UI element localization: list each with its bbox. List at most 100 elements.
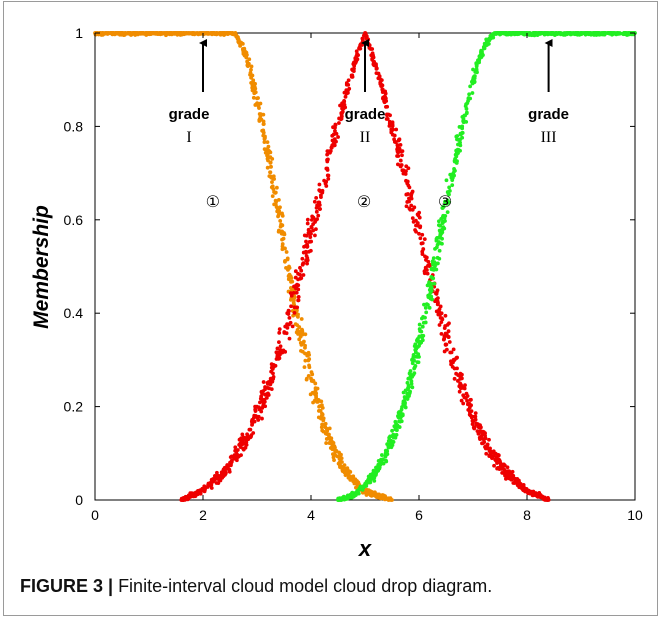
cloud-drop <box>505 469 510 474</box>
cloud-drop <box>435 288 440 293</box>
cloud-drop <box>278 219 283 223</box>
cloud-drop <box>602 31 607 35</box>
cloud-drop <box>387 444 392 449</box>
cloud-drop <box>298 265 302 270</box>
cloud-drop <box>232 31 237 36</box>
cloud-drop <box>212 474 217 478</box>
cloud-drop <box>411 353 416 357</box>
cloud-drop <box>301 273 306 277</box>
cloud-drop <box>244 440 249 445</box>
cloud-drop <box>360 36 365 41</box>
cloud-drop <box>363 32 368 37</box>
cloud-drop <box>626 32 631 37</box>
cloud-drop <box>123 31 128 36</box>
cloud-drop <box>232 456 236 461</box>
cloud-drop <box>151 31 156 35</box>
cloud-drop <box>437 323 442 327</box>
cloud-drop <box>101 31 106 36</box>
cloud-drop <box>258 400 262 405</box>
cloud-drop <box>319 195 323 200</box>
cloud-drop <box>447 185 452 190</box>
cloud-drop <box>265 140 270 145</box>
cloud-drop <box>195 31 200 35</box>
cloud-drop <box>346 82 351 87</box>
cloud-drop <box>419 340 424 345</box>
cloud-drop <box>308 392 313 397</box>
x-axis-label: x <box>358 536 372 561</box>
cloud-drop <box>406 386 410 390</box>
cloud-drop <box>367 489 372 493</box>
cloud-drop <box>375 469 380 473</box>
cloud-drop <box>467 92 472 97</box>
cloud-drop <box>369 493 374 498</box>
cloud-drop <box>317 404 321 409</box>
cloud-drop <box>251 95 256 100</box>
cloud-drop <box>459 398 464 403</box>
cloud-drop <box>427 305 432 310</box>
cloud-drop <box>405 380 410 385</box>
cloud-drop <box>623 32 627 36</box>
cloud-drop <box>311 379 316 384</box>
cloud-drop <box>266 158 270 163</box>
cloud-drop <box>338 454 343 458</box>
cloud-drop <box>397 419 402 424</box>
cloud-drop <box>238 445 243 450</box>
cloud-drop <box>399 419 404 424</box>
cloud-drop <box>272 202 277 207</box>
cloud-drop <box>611 31 616 35</box>
cloud-drop <box>495 31 500 35</box>
cloud-drop <box>321 418 326 423</box>
cloud-drop <box>281 236 286 241</box>
cloud-drop <box>435 296 440 300</box>
cloud-drop <box>305 258 310 263</box>
cloud-drop <box>332 453 337 457</box>
cloud-drop <box>278 344 283 349</box>
cloud-drop <box>292 311 297 315</box>
cloud-drop <box>342 467 346 472</box>
cloud-drop <box>195 492 200 496</box>
series-grade-III <box>336 31 637 502</box>
y-axis-label: Membership <box>30 205 53 329</box>
cloud-drop <box>333 125 337 130</box>
cloud-drop <box>173 31 178 36</box>
cloud-drop <box>374 71 379 76</box>
cloud-drop <box>299 349 303 353</box>
cloud-drop <box>439 320 444 325</box>
cloud-drop <box>223 470 228 475</box>
cloud-drop <box>167 31 172 35</box>
y-tick-label: 0.2 <box>64 399 84 415</box>
figure-caption: FIGURE 3 | Finite-interval cloud model c… <box>20 576 492 597</box>
cloud-drop <box>457 389 462 394</box>
cloud-drop <box>407 376 412 381</box>
cloud-drop <box>416 360 421 365</box>
cloud-drop <box>496 453 501 458</box>
cloud-drop <box>451 347 456 352</box>
y-tick-label: 0 <box>75 492 83 508</box>
cloud-drop <box>463 383 467 388</box>
cloud-drop <box>269 164 273 169</box>
cloud-drop <box>259 117 264 122</box>
cloud-drop <box>423 320 428 325</box>
cloud-drop <box>147 32 151 37</box>
cloud-drop <box>455 355 459 360</box>
x-tick-label: 8 <box>523 507 531 523</box>
cloud-drop <box>429 275 434 279</box>
cloud-drop <box>384 459 389 464</box>
grade-label: grade <box>169 106 210 123</box>
cloud-drop <box>491 454 496 458</box>
cloud-drop <box>491 449 496 454</box>
cloud-drop <box>355 57 360 62</box>
cloud-drop <box>477 58 482 63</box>
cloud-drop <box>351 474 356 479</box>
cloud-drop <box>171 31 175 36</box>
cloud-drop <box>313 233 317 238</box>
cloud-drop <box>210 480 215 484</box>
cloud-drop <box>374 66 379 71</box>
cloud-drop <box>403 388 408 393</box>
cloud-drop <box>398 410 403 414</box>
cloud-drop <box>260 416 264 421</box>
cloud-drop <box>420 241 425 246</box>
cloud-drop <box>354 54 359 58</box>
cloud-drop <box>251 81 256 86</box>
